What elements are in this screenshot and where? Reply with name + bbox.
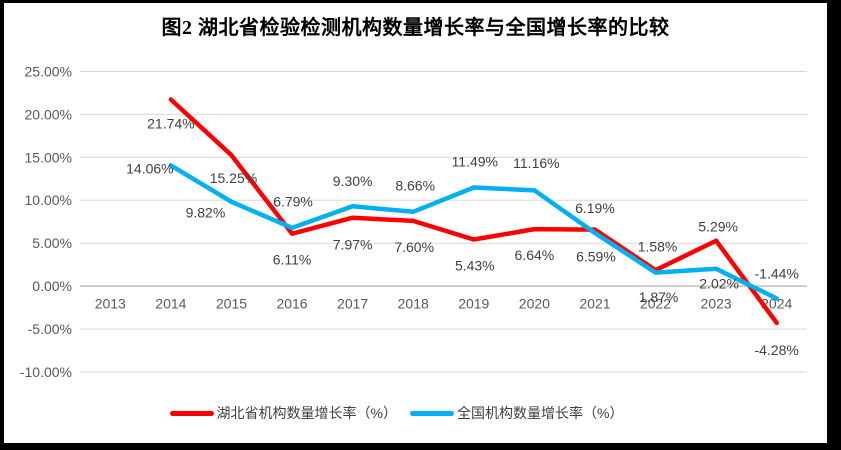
y-axis-tick-label: 25.00%	[25, 63, 72, 79]
x-axis-tick-label: 2021	[579, 295, 610, 311]
x-axis-tick-label: 2022	[640, 295, 671, 311]
data-label-series-1: 9.30%	[333, 173, 373, 189]
series-line-0	[168, 97, 779, 326]
x-axis-tick-label: 2016	[276, 295, 307, 311]
data-label-series-1: 6.19%	[575, 200, 615, 216]
hubei-line-swatch-icon	[169, 410, 214, 416]
x-axis-tick-label: 2024	[761, 295, 792, 311]
data-label-series-1: 11.49%	[452, 153, 498, 169]
data-label-series-0: 6.59%	[576, 248, 616, 264]
data-label-series-0: -4.28%	[755, 342, 799, 358]
x-axis-tick-label: 2014	[155, 295, 186, 311]
data-label-series-1: 2.02%	[699, 276, 739, 292]
x-axis-tick-label: 2023	[701, 295, 732, 311]
x-axis-tick-label: 2019	[458, 295, 489, 311]
y-axis-tick-label: 0.00%	[32, 278, 72, 294]
legend-label-national: 全国机构数量增长率（%）	[457, 405, 624, 421]
data-label-series-1: 9.82%	[186, 205, 226, 221]
x-axis-tick-label: 2020	[519, 295, 550, 311]
data-label-series-1: 14.06%	[126, 160, 173, 176]
data-label-series-0: 7.60%	[394, 239, 434, 255]
x-axis-tick-label: 2018	[398, 295, 429, 311]
data-label-series-0: 7.97%	[333, 237, 373, 253]
data-label-series-0: 6.64%	[515, 247, 555, 263]
legend-item-hubei: 湖北省机构数量增长率（%）	[169, 403, 397, 423]
x-axis-tick-label: 2013	[95, 295, 126, 311]
y-axis-tick-label: -5.00%	[28, 321, 72, 337]
data-label-series-1: 6.79%	[273, 194, 313, 210]
data-label-series-0: 5.29%	[698, 219, 738, 235]
legend-item-national: 全国机构数量增长率（%）	[410, 403, 623, 423]
data-label-series-1: 11.16%	[513, 155, 559, 171]
data-label-series-0: 5.43%	[455, 257, 495, 273]
legend: 湖北省机构数量增长率（%） 全国机构数量增长率（%）	[4, 402, 827, 424]
y-axis-tick-label: 20.00%	[25, 106, 72, 122]
data-label-series-0: 21.74%	[147, 115, 194, 131]
x-axis-tick-label: 2015	[216, 295, 247, 311]
y-axis-tick-label: -10.00%	[20, 364, 72, 380]
y-axis-tick-label: 10.00%	[25, 192, 72, 208]
national-line-swatch-icon	[410, 410, 454, 416]
data-label-series-0: 1.87%	[639, 289, 679, 305]
chart-title: 图2 湖北省检验检测机构数量增长率与全国增长率的比较	[161, 17, 670, 39]
y-axis-tick-label: 15.00%	[25, 149, 72, 165]
y-axis-tick-label: 5.00%	[32, 235, 72, 251]
data-label-series-0: 15.25%	[210, 170, 257, 186]
series-line-1	[168, 163, 779, 301]
legend-label-hubei: 湖北省机构数量增长率（%）	[216, 405, 397, 421]
x-axis-tick-label: 2017	[337, 295, 368, 311]
data-label-series-1: 1.58%	[638, 238, 678, 254]
data-label-series-0: 6.11%	[273, 252, 312, 268]
data-label-series-1: 8.66%	[395, 178, 435, 194]
data-label-series-1: -1.44%	[755, 265, 799, 281]
